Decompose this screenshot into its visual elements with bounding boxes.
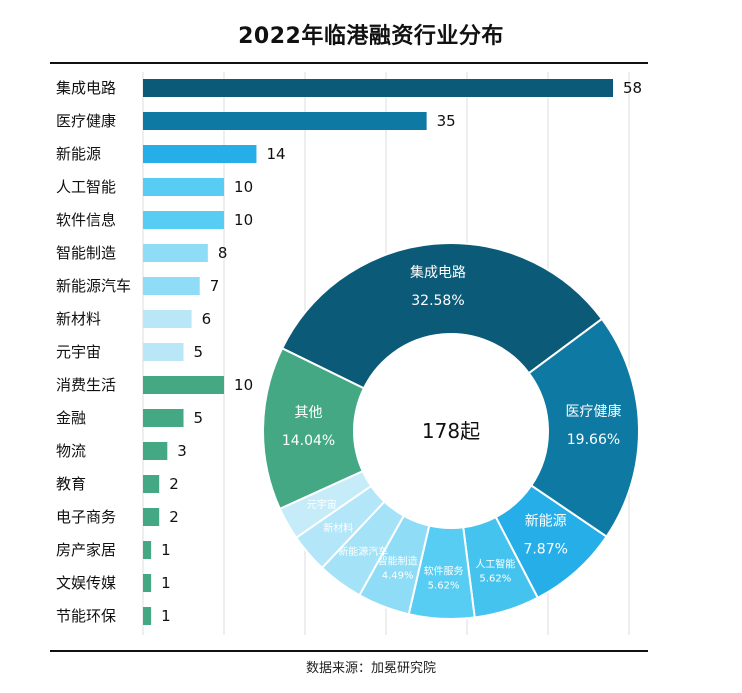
bar [143, 442, 168, 460]
value-label: 58 [623, 79, 642, 97]
category-label: 消费生活 [56, 376, 116, 394]
donut-chart: 集成电路 32.58% 医疗健康 19.66% 新能源 7.87% 人工智能 5.62% 软件服… [262, 242, 640, 620]
category-label: 人工智能 [56, 178, 116, 196]
donut-slice-name: 其他 [295, 405, 323, 421]
donut-slice-name: 软件服务 [424, 564, 464, 577]
value-label: 1 [161, 574, 171, 592]
donut-slice [527, 317, 640, 539]
value-label: 6 [202, 310, 212, 328]
bar [143, 574, 152, 592]
bar [143, 145, 257, 163]
category-label: 文娱传媒 [56, 574, 116, 592]
category-label: 医疗健康 [56, 112, 116, 130]
bar [143, 211, 225, 229]
top-divider [50, 62, 648, 64]
bar [143, 79, 613, 97]
value-label: 10 [234, 211, 253, 229]
donut-slice [262, 346, 366, 511]
value-label: 1 [161, 607, 171, 625]
donut-slice-percent: 5.62% [428, 580, 460, 591]
category-label: 智能制造 [56, 244, 116, 262]
donut-slice-name: 智能制造 [378, 555, 418, 568]
donut-slice-percent: 4.49% [382, 571, 414, 582]
donut-slice-percent: 14.04% [282, 433, 335, 449]
category-label: 软件信息 [56, 211, 116, 229]
category-label: 新材料 [56, 310, 101, 328]
bar [143, 112, 427, 130]
bar [143, 508, 160, 526]
donut-slice-name: 新能源 [525, 513, 567, 529]
bar [143, 277, 200, 295]
value-label: 35 [437, 112, 456, 130]
value-label: 1 [161, 541, 171, 559]
value-label: 10 [234, 178, 253, 196]
category-label: 集成电路 [56, 79, 116, 97]
value-label: 5 [194, 343, 204, 361]
donut-slice-name: 人工智能 [475, 558, 515, 571]
donut-slice-percent: 19.66% [567, 432, 620, 448]
category-label: 教育 [56, 475, 86, 493]
category-label: 新能源 [56, 145, 101, 163]
donut-slice-name: 新材料 [323, 522, 353, 535]
value-label: 14 [266, 145, 285, 163]
donut-slice-name: 集成电路 [410, 264, 466, 281]
bar [143, 607, 152, 625]
category-label: 房产家居 [56, 541, 116, 559]
value-label: 3 [177, 442, 187, 460]
category-label: 物流 [56, 442, 86, 460]
donut-slice-name: 新能源汽车 [338, 545, 388, 558]
bar [143, 343, 184, 361]
value-label: 2 [169, 475, 179, 493]
bar [143, 178, 225, 196]
chart-title: 2022年临港融资行业分布 [238, 24, 504, 49]
category-label: 元宇宙 [56, 343, 101, 361]
donut-slice [280, 242, 604, 390]
donut-center-label: 178起 [422, 419, 480, 443]
bar [143, 541, 152, 559]
donut-slice-percent: 5.62% [479, 574, 511, 585]
bar [143, 376, 225, 394]
donut-slice-percent: 32.58% [411, 293, 464, 309]
category-label: 节能环保 [56, 607, 116, 625]
bar [143, 409, 184, 427]
bar [143, 475, 160, 493]
bottom-divider [50, 650, 648, 652]
donut-slice-name: 元宇宙 [307, 498, 337, 511]
value-label: 2 [169, 508, 179, 526]
bar [143, 244, 208, 262]
donut-slice-percent: 7.87% [523, 541, 567, 557]
donut-slice-name: 医疗健康 [565, 403, 621, 420]
category-label: 电子商务 [56, 508, 116, 526]
value-label: 8 [218, 244, 228, 262]
bar [143, 310, 192, 328]
donut-hole [355, 335, 547, 527]
category-label: 新能源汽车 [56, 277, 131, 295]
category-label: 金融 [56, 409, 86, 427]
value-label: 7 [210, 277, 220, 295]
source-note: 数据来源：加冕研究院 [305, 661, 436, 676]
value-label: 5 [194, 409, 204, 427]
value-label: 10 [234, 376, 253, 394]
